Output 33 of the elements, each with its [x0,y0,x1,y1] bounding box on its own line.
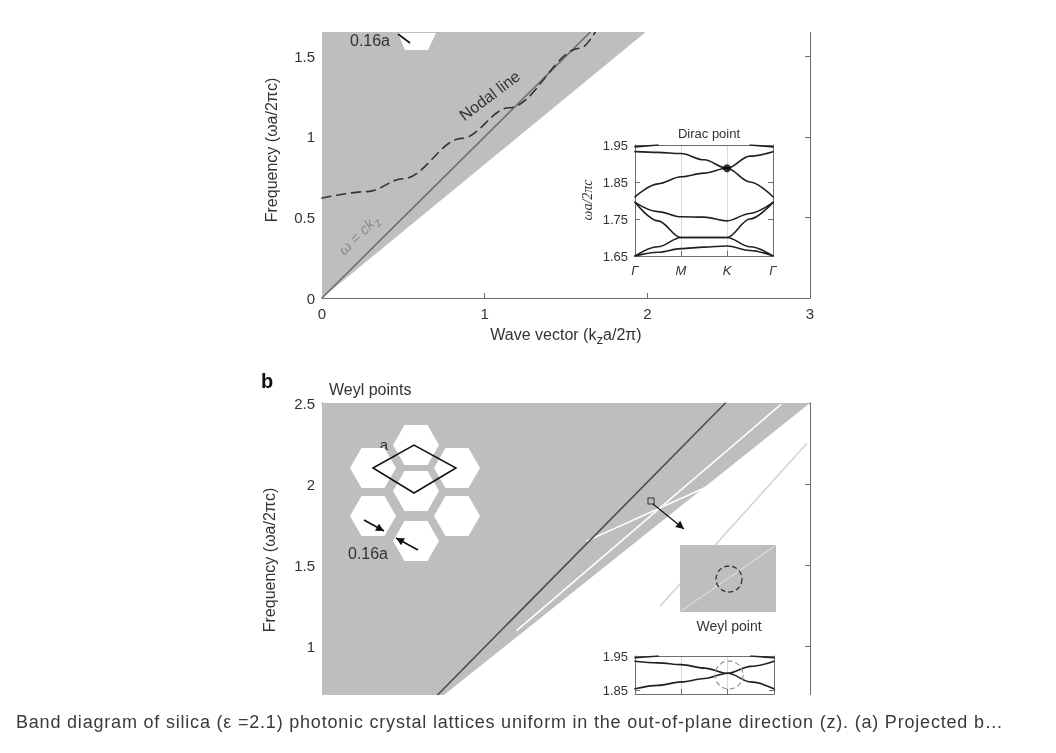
y-axis-title: Frequency (ωa/2πc) [261,487,278,633]
y-tick-label: 0.5 [294,208,315,226]
y-axis-title: Frequency (ωa/2πc) [263,77,280,223]
text: Band diagram of silica (ε =2.1) photonic crystal lattices uniform in the out-of-plane direction (z). (a) Projected b… [16,712,1004,732]
y-tick-label: 1 [306,128,315,146]
y-tick-label: 1.75 [602,211,628,227]
annotation: Weyl point [696,618,762,634]
x-tick-label: 3 [805,305,815,322]
x-tick-label: 0 [317,305,327,322]
y-tick-label: 1.95 [602,648,628,664]
y-tick-label: 1.95 [602,137,628,153]
y-tick-label: 1.5 [294,556,315,574]
x-tick-label: Γ [769,263,778,278]
y-tick-label: 2 [306,475,315,493]
y-axis-title: ωa/2πc [580,179,595,221]
y-tick-label: 1.85 [602,683,628,699]
x-tick-label: M [675,263,687,278]
y-tick-label: 1 [306,637,315,655]
chart-title: Dirac point [677,126,741,141]
y-tick-label: 0 [306,289,315,307]
y-tick-label: 1.5 [294,47,315,65]
x-tick-label: K [722,263,733,278]
y-tick-label: 1.65 [602,248,628,264]
text: b [260,370,274,392]
x-tick-label: 1 [480,305,489,322]
x-tick-label: Γ [631,263,640,278]
annotation: 0.16a [349,32,391,49]
y-tick-label: 1.85 [602,174,628,190]
x-tick-label: 2 [643,305,652,322]
chart-title: Weyl points [329,380,412,398]
annotation: 0.16a [347,545,389,562]
x-axis-title: Wave vector (k$_{z}$a/2π) [490,326,642,348]
y-tick-label: 2.5 [294,394,315,412]
